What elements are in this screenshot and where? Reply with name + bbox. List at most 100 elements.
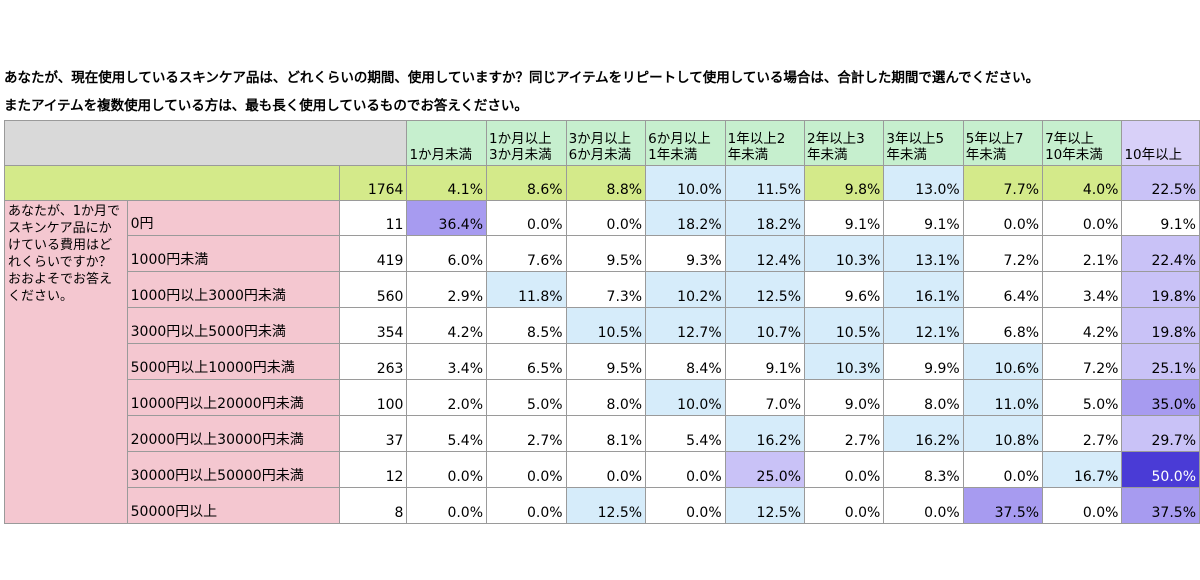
row-value: 13.1% [883,235,964,272]
row-value: 50.0% [1121,451,1200,488]
row-value: 10.5% [565,307,647,344]
column-header-line: 7年以上 [1045,131,1095,147]
row-value: 10.0% [645,379,726,416]
row-value: 9.1% [804,200,885,236]
row-value: 12.1% [883,307,964,344]
row-question-label: あなたが、1か月でスキンケア品にかけている費用はどれくらいですか？おおよそでお答… [4,200,128,524]
total-value: 13.0% [883,165,964,201]
row-value: 8.3% [883,451,964,488]
row-value: 0.0% [645,451,726,488]
row-n: 354 [339,307,408,344]
row-value: 5.0% [486,379,567,416]
crosstab-table: 1か月未満 1か月以上 3か月未満 3か月以上 6か月未満 6か月以上 1年未満 1年以上2 年… [3,120,1200,524]
row-value: 3.4% [406,343,488,380]
row-value: 0.0% [804,487,885,524]
row-value: 10.2% [645,271,726,308]
column-header: 3年以上5 年未満 [883,120,964,166]
row-n: 263 [339,343,408,380]
row-value: 12.5% [565,487,647,524]
column-header: 1か月未満 [406,120,488,166]
row-value: 11.0% [962,379,1044,416]
row-label: 10000円以上20000円未満 [126,379,341,416]
row-value: 0.0% [406,487,488,524]
row-value: 16.7% [1042,451,1123,488]
row-value: 8.4% [645,343,726,380]
row-value: 19.8% [1121,271,1200,308]
data-row: 3000円以上5000円未満 354 4.2% 8.5% 10.5% 12.7% 10.7%… [5,307,1200,344]
row-value: 6.0% [406,235,488,272]
row-value: 37.5% [962,487,1044,524]
row-value: 3.4% [1042,271,1123,308]
row-value: 10.6% [962,343,1044,380]
row-value: 8.0% [883,379,964,416]
row-label: 20000円以上30000円未満 [126,415,341,452]
row-value: 0.0% [486,451,567,488]
total-value: 11.5% [724,165,806,201]
row-value: 10.5% [804,307,885,344]
column-header-line: 年未満 [965,147,1007,163]
column-header-line: 6か月未満 [568,147,632,163]
row-value: 9.5% [565,343,647,380]
row-value: 8.5% [486,307,567,344]
column-header-line: 年未満 [807,147,848,163]
column-header: 6か月以上 1年未満 [645,120,726,166]
row-n: 37 [339,415,408,452]
row-value: 19.8% [1121,307,1200,344]
row-value: 6.8% [962,307,1044,344]
row-value: 0.0% [962,200,1044,236]
row-value: 0.0% [883,487,964,524]
column-header: 2年以上3 年未満 [804,120,885,166]
row-value: 7.6% [486,235,567,272]
column-header: 1年以上2 年未満 [724,120,806,166]
column-header: 7年以上 10年未満 [1042,120,1123,166]
row-value: 9.3% [645,235,726,272]
total-n: 1764 [339,165,408,201]
row-value: 37.5% [1121,487,1200,524]
row-value: 0.0% [1042,200,1123,236]
total-label-cell [3,165,341,201]
column-header-line: 1年以上2 [727,131,786,147]
row-value: 10.3% [804,343,885,380]
row-n: 11 [339,200,408,236]
row-label: 1000円以上3000円未満 [126,271,341,308]
row-value: 4.2% [1042,307,1123,344]
row-value: 22.4% [1121,235,1200,272]
header-row: 1か月未満 1か月以上 3か月未満 3か月以上 6か月未満 6か月以上 1年未満 1年以上2 年… [3,120,1200,166]
row-value: 2.7% [804,415,885,452]
row-value: 7.3% [565,271,647,308]
row-value: 9.9% [883,343,964,380]
total-row: 1764 4.1% 8.6% 8.8% 10.0% 11.5% 9.8% 13.0% 7.7% 4… [3,165,1200,201]
row-value: 0.0% [645,487,726,524]
column-header: 10年以上 [1121,120,1200,166]
total-value: 4.0% [1042,165,1123,201]
row-value: 0.0% [565,451,647,488]
column-header-line: 3年以上5 [886,131,945,147]
row-value: 0.0% [962,451,1044,488]
column-header-line: 10年未満 [1045,147,1103,163]
data-row: 30000円以上50000円未満 12 0.0% 0.0% 0.0% 0.0% 25.0% 0… [5,451,1200,488]
row-value: 9.6% [804,271,885,308]
column-header-line: 2年以上3 [807,131,865,147]
column-header-line: 年未満 [727,147,769,163]
row-value: 25.0% [724,451,806,488]
column-header-line: 6か月以上 [648,131,711,147]
row-value: 12.5% [724,271,806,308]
data-row: あなたが、1か月でスキンケア品にかけている費用はどれくらいですか？おおよそでお答… [4,200,1200,524]
column-header-line: 1か月以上 [489,131,552,147]
row-value: 9.1% [883,200,964,236]
row-n: 419 [339,235,408,272]
row-value: 5.0% [1042,379,1123,416]
row-value: 6.5% [486,343,567,380]
row-value: 2.9% [406,271,488,308]
row-value: 0.0% [804,451,885,488]
row-value: 2.1% [1042,235,1123,272]
row-label: 3000円以上5000円未満 [126,307,341,344]
row-value: 25.1% [1121,343,1200,380]
row-n: 8 [339,487,408,524]
data-row: 1000円未満 419 6.0% 7.6% 9.5% 9.3% 12.4% 10.3% 13.1… [5,235,1200,272]
column-header: 3か月以上 6か月未満 [565,120,647,166]
row-n: 12 [339,451,408,488]
row-value: 7.0% [724,379,806,416]
row-label: 0円 [126,200,341,236]
column-header-line: 年未満 [886,147,927,163]
